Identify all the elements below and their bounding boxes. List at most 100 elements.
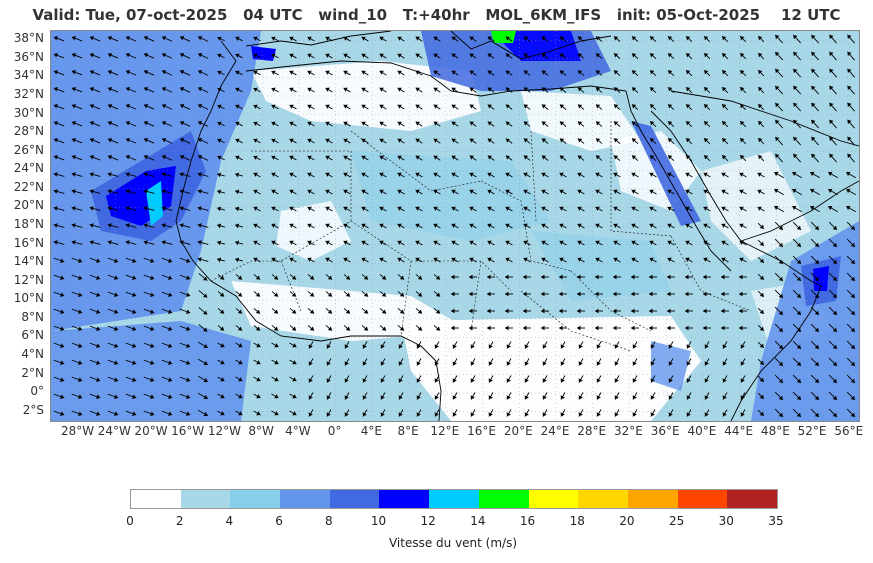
wind-arrow-head <box>740 87 745 92</box>
wind-arrow-head <box>793 68 798 74</box>
wind-arrow-head <box>186 258 191 263</box>
wind-arrow-head <box>150 258 155 263</box>
wind-arrow-head <box>271 53 276 58</box>
wind-arrow-head <box>793 102 798 108</box>
wind-arrow-head <box>523 325 527 331</box>
wind-arrow-head <box>292 377 297 382</box>
wind-arrow-head <box>235 36 240 41</box>
wind-arrow-head <box>631 240 636 245</box>
wind-arrow-head <box>488 361 493 366</box>
wind-arrow-head <box>523 104 529 109</box>
wind-arrow-head <box>505 223 510 228</box>
wind-arrow-head <box>524 412 529 417</box>
wind-arrow-head <box>559 70 565 75</box>
wind-arrow-head <box>668 87 673 92</box>
wind-arrow-head <box>53 172 58 177</box>
wind-arrow-head <box>524 361 529 366</box>
wind-arrow-head <box>253 87 258 92</box>
wind-arrow-head <box>829 51 834 57</box>
wind-arrow-head <box>523 274 527 280</box>
wind-arrow-head <box>381 309 387 314</box>
wind-arrow-head <box>523 291 527 297</box>
wind-arrow-head <box>542 344 547 349</box>
wind-arrow-head <box>850 327 855 332</box>
wind-arrow-head <box>217 104 222 109</box>
wind-arrow-head <box>632 395 637 400</box>
wind-arrow-head <box>273 309 279 314</box>
wind-arrow-head <box>523 189 528 194</box>
wind-arrow-head <box>361 206 366 211</box>
wind-arrow-head <box>89 121 95 126</box>
wind-arrow-head <box>89 206 94 211</box>
wind-arrow-head <box>850 276 855 281</box>
wind-arrow-head <box>577 70 583 75</box>
wind-map[interactable] <box>50 30 860 422</box>
wind-arrow-head <box>613 121 619 126</box>
wind-arrow-head <box>829 153 834 159</box>
wind-arrow-head <box>759 258 764 263</box>
wind-arrow-head <box>415 36 420 41</box>
wind-arrow-head <box>363 292 369 297</box>
wind-arrow-head <box>398 395 403 400</box>
wind-arrow-head <box>143 137 149 143</box>
wind-arrow-head <box>343 240 348 245</box>
wind-arrow-head <box>451 325 455 331</box>
wind-arrow-head <box>107 223 112 228</box>
wind-arrow-head <box>559 206 564 211</box>
wind-arrow-head <box>168 377 173 382</box>
wind-arrow-head <box>740 138 745 143</box>
wind-arrow-head <box>125 70 131 75</box>
wind-arrow-head <box>53 223 58 228</box>
wind-arrow-head <box>560 412 565 417</box>
wind-arrow-head <box>759 292 764 297</box>
wind-arrow-head <box>197 189 202 194</box>
wind-arrow-head <box>828 205 833 211</box>
wind-arrow-head <box>325 87 330 92</box>
wind-arrow-head <box>577 325 581 331</box>
wind-arrow-head <box>325 104 330 109</box>
wind-arrow-head <box>150 360 155 365</box>
wind-arrow-head <box>433 121 438 126</box>
wind-arrow-head <box>541 274 545 280</box>
wind-arrow-head <box>595 138 601 143</box>
wind-arrow-head <box>397 138 402 143</box>
wind-arrow-head <box>60 326 65 331</box>
wind-arrow-head <box>325 70 330 75</box>
wind-arrow-head <box>361 257 366 262</box>
wind-arrow-head <box>345 326 351 331</box>
wind-arrow-head <box>198 86 203 92</box>
wind-arrow-head <box>832 293 837 298</box>
wind-arrow-head <box>613 172 618 177</box>
wind-arrow-head <box>271 206 276 211</box>
wind-arrow-head <box>632 155 637 160</box>
wind-arrow-head <box>704 395 709 400</box>
wind-arrow-head <box>361 172 366 177</box>
wind-arrow-head <box>168 360 173 365</box>
wind-arrow-head <box>96 377 101 382</box>
wind-arrow-head <box>60 309 65 314</box>
wind-arrow-head <box>541 155 547 160</box>
wind-arrow-head <box>796 395 801 400</box>
wind-arrow-head <box>613 206 618 211</box>
wind-arrow-head <box>345 309 351 314</box>
wind-arrow-head <box>814 344 819 349</box>
wind-arrow-head <box>292 360 297 365</box>
wind-arrow-head <box>650 121 655 126</box>
wind-arrow-head <box>596 344 601 349</box>
wind-arrow-head <box>832 259 837 264</box>
wind-arrow-head <box>685 325 689 331</box>
latitude-label: 10°N <box>13 291 44 306</box>
wind-arrow-head <box>253 138 258 143</box>
wind-arrow-head <box>274 360 279 365</box>
wind-arrow-head <box>613 155 619 160</box>
wind-arrow-head <box>308 395 313 400</box>
wind-arrow-head <box>186 343 191 348</box>
wind-arrow-head <box>668 344 673 349</box>
wind-arrow-head <box>847 51 852 57</box>
wind-arrow-head <box>143 206 148 211</box>
wind-arrow-head <box>179 206 184 211</box>
wind-arrow-head <box>53 70 58 75</box>
wind-arrow-head <box>307 172 312 177</box>
wind-arrow-head <box>343 104 348 109</box>
wind-arrow-head <box>774 171 779 177</box>
